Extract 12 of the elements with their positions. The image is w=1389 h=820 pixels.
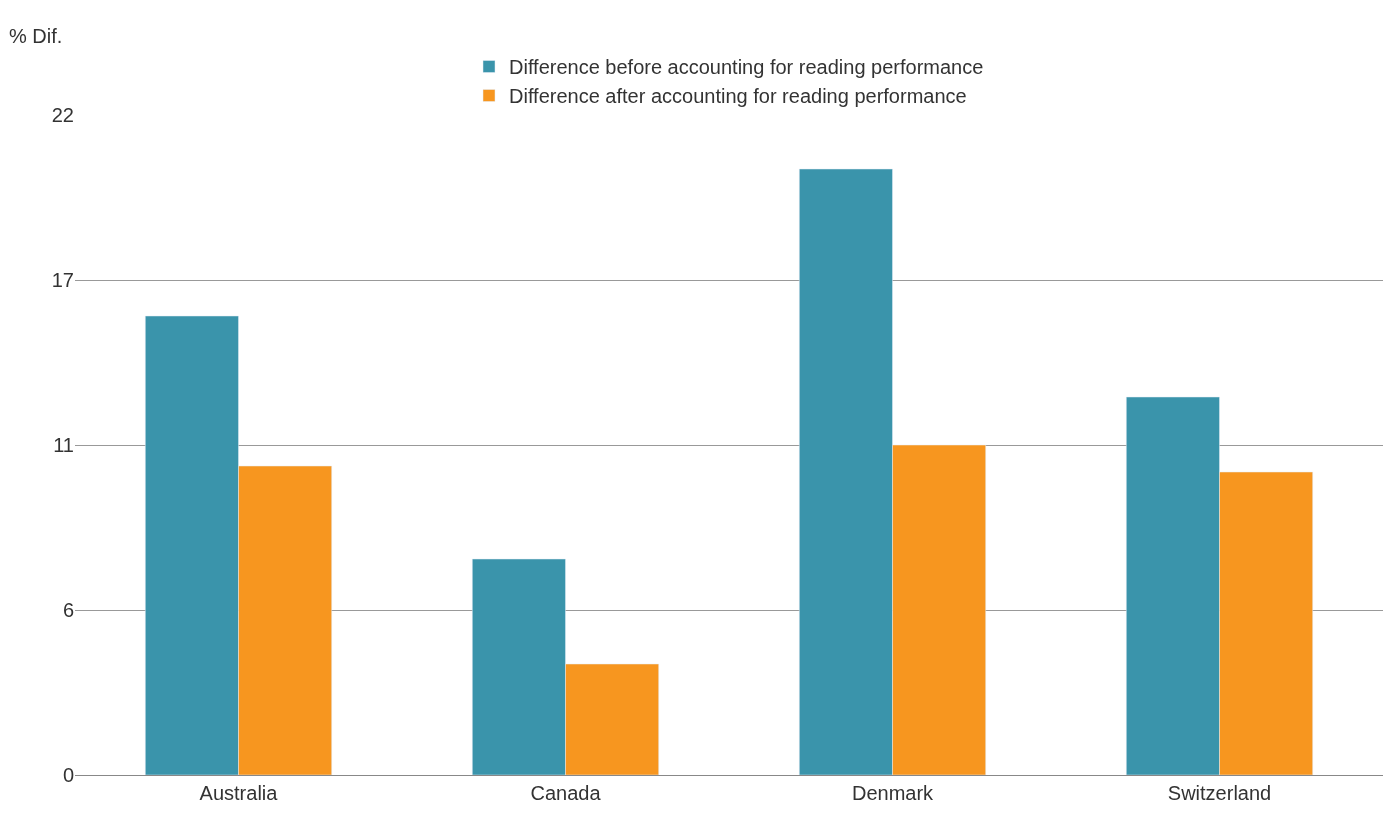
x-tick-label: Canada — [530, 782, 602, 804]
y-axis-title: % Dif. — [9, 25, 63, 47]
x-tick-label: Denmark — [851, 782, 935, 804]
x-tick-label: Australia — [199, 782, 279, 804]
x-tick-label: Switzerland — [1167, 782, 1272, 804]
y-tick-label: 6 — [62, 599, 74, 621]
y-tick-label: 11 — [53, 434, 74, 456]
y-tick-label: 22 — [51, 104, 74, 126]
y-tick-label: 0 — [62, 764, 74, 786]
legend-label: Difference after accounting for reading performance — [509, 85, 967, 108]
legend-label: Difference before accounting for reading performance — [509, 56, 984, 79]
y-tick-label: 17 — [51, 269, 74, 291]
